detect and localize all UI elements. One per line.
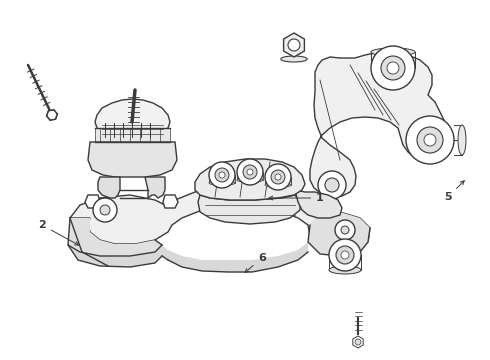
Polygon shape [47,110,57,120]
Circle shape [318,171,346,199]
Polygon shape [284,33,304,57]
Polygon shape [353,336,363,348]
Circle shape [417,127,443,153]
Polygon shape [95,99,170,140]
Circle shape [275,174,281,180]
Circle shape [215,168,229,182]
Ellipse shape [458,125,466,155]
Polygon shape [68,218,162,256]
Circle shape [355,339,361,345]
Circle shape [424,134,436,146]
Circle shape [93,198,117,222]
Polygon shape [163,195,178,208]
Circle shape [237,159,263,185]
Polygon shape [95,128,170,142]
Text: 6: 6 [245,253,266,273]
Circle shape [271,170,285,184]
Polygon shape [295,190,342,218]
Circle shape [341,251,349,259]
Circle shape [288,39,300,51]
Ellipse shape [371,48,415,56]
Circle shape [335,220,355,240]
Text: 2: 2 [38,220,78,245]
Polygon shape [198,195,300,224]
Circle shape [100,205,110,215]
Ellipse shape [209,180,235,185]
Circle shape [219,172,225,178]
Circle shape [265,164,291,190]
Ellipse shape [329,266,361,274]
Text: 3: 3 [0,359,1,360]
Circle shape [371,46,415,90]
Circle shape [247,169,253,175]
Ellipse shape [265,183,291,188]
Text: 1: 1 [269,193,324,203]
Polygon shape [88,142,177,177]
Polygon shape [85,195,100,208]
Circle shape [381,56,405,80]
Circle shape [243,165,257,179]
Circle shape [387,62,399,74]
Polygon shape [310,52,448,197]
Circle shape [341,226,349,234]
Circle shape [209,162,235,188]
Polygon shape [70,188,370,252]
Ellipse shape [237,177,263,183]
Polygon shape [269,176,275,184]
Circle shape [329,239,361,271]
Circle shape [406,116,454,164]
Polygon shape [308,212,370,256]
Text: 5: 5 [444,181,464,202]
Polygon shape [98,177,120,198]
Text: 4: 4 [0,359,1,360]
Polygon shape [68,242,308,272]
Polygon shape [195,159,305,200]
Circle shape [325,178,339,192]
Text: 7: 7 [0,359,1,360]
Polygon shape [145,177,165,198]
Ellipse shape [281,56,307,62]
Circle shape [336,246,354,264]
